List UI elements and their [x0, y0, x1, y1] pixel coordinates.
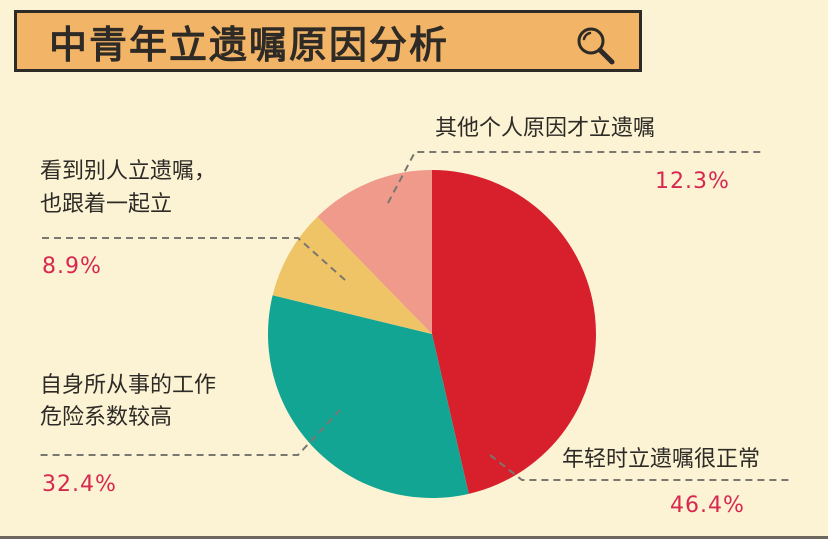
slice-value-1: 46.4%	[670, 493, 745, 518]
pie-slice-3	[272, 216, 432, 334]
slice-label-4: 其他个人原因才立遗嘱	[435, 116, 655, 141]
leader-line-slice-2	[40, 409, 341, 456]
slice-value-4: 12.3%	[655, 169, 730, 194]
bottom-rule	[0, 536, 828, 539]
pie-slice-2	[267, 295, 469, 498]
chart-title: 中青年立遗嘱原因分析	[49, 22, 450, 67]
title-banner: 中青年立遗嘱原因分析	[14, 10, 642, 72]
leader-line-slice-1	[489, 454, 792, 481]
slice-label-3-line-2: 也跟着一起立	[40, 192, 172, 217]
slice-value-2: 32.4%	[42, 472, 117, 497]
pie-slices	[267, 170, 596, 498]
slice-label-1: 年轻时立遗嘱很正常	[562, 447, 760, 472]
leader-line-slice-4	[387, 151, 765, 204]
slice-label-2-line-1: 自身所从事的工作	[40, 373, 216, 398]
pie-slice-4	[317, 170, 432, 334]
magnifier-icon	[577, 27, 615, 65]
slice-value-3: 8.9%	[42, 254, 102, 279]
slice-label-3-line-1: 看到别人立遗嘱，	[40, 159, 216, 184]
slice-label-2-line-2: 危险系数较高	[40, 405, 172, 430]
pie-slice-1	[432, 170, 596, 494]
leader-line-slice-3	[40, 237, 346, 281]
leader-lines	[40, 151, 792, 481]
